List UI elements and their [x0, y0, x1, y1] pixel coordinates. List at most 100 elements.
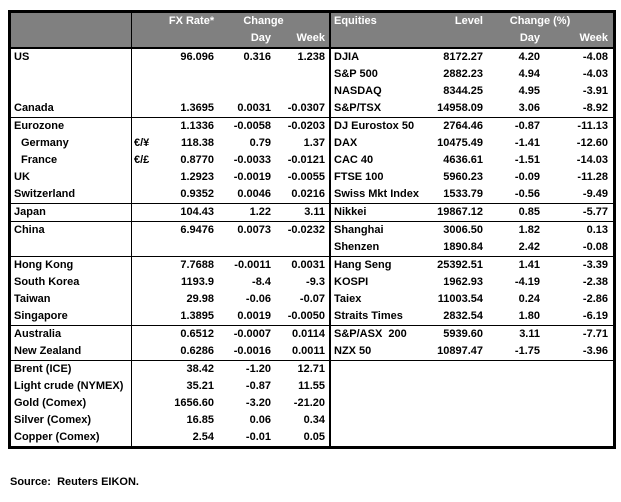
fx-day-change-cell: -0.0016	[233, 345, 271, 357]
market-row: Copper (Comex) 2.54 -0.01 0.05	[11, 429, 613, 446]
fx-rate-cell: 35.21	[186, 380, 214, 392]
equity-index-cell: DJ Eurostox 50	[329, 118, 423, 135]
equity-index-cell: NASDAQ	[329, 83, 423, 100]
equity-level-cell: 5939.60	[443, 328, 483, 340]
equity-index-cell	[329, 378, 423, 395]
table-body: US 96.096 0.316 1.238 DJIA 8172.27 4.20 …	[11, 49, 613, 446]
equity-week-change-cell: -4.08	[582, 51, 608, 63]
fx-country-cell: Taiwan	[14, 293, 51, 305]
market-row: South Korea 1193.9 -8.4 -9.3 KOSPI 1962.…	[11, 274, 613, 291]
fx-week-change-cell: 0.0011	[291, 345, 325, 357]
fx-day-change-cell: 1.22	[249, 206, 271, 218]
equity-index-cell: KOSPI	[329, 274, 423, 291]
fx-week-change-cell: 11.55	[298, 380, 325, 392]
equity-week-change-cell: -3.39	[582, 259, 608, 271]
fx-rate-cell	[167, 66, 216, 83]
equity-index-cell: NZX 50	[329, 343, 423, 360]
fx-day-change-cell: 0.0046	[237, 188, 271, 200]
market-row: UK 1.2923 -0.0019 -0.0055 FTSE 100 5960.…	[11, 169, 613, 186]
equity-index-cell: DAX	[329, 135, 423, 152]
fx-week-change-cell: 0.05	[303, 431, 325, 443]
market-row: Hong Kong 7.7688 -0.0011 0.0031 Hang Sen…	[11, 256, 613, 274]
fx-week-change-cell: 0.0031	[291, 259, 325, 271]
market-row: NASDAQ 8344.25 4.95 -3.91	[11, 83, 613, 100]
equity-week-change-cell: -2.38	[582, 276, 608, 288]
market-row: Light crude (NYMEX) 35.21 -0.87 11.55	[11, 378, 613, 395]
equity-level-cell: 11003.54	[437, 293, 483, 305]
fx-day-change-cell: -0.0058	[233, 120, 271, 132]
fx-pair-cell	[131, 169, 167, 186]
equity-index-cell	[329, 412, 423, 429]
fx-rate-cell: 0.8770	[180, 154, 214, 166]
fx-pair-cell	[131, 100, 167, 117]
equity-day-change-cell: -0.87	[514, 120, 540, 132]
equity-week-change-cell	[542, 412, 613, 429]
fx-country-cell: Australia	[14, 328, 62, 340]
equity-level-cell: 10475.49	[437, 137, 483, 149]
fx-rate-cell: 0.6286	[180, 345, 214, 357]
fx-week-change-cell: -0.07	[299, 293, 325, 305]
fx-rate-cell: 1.1336	[180, 120, 214, 132]
equity-day-change-cell	[485, 395, 542, 412]
fx-day-header: Day	[250, 32, 271, 44]
market-row: Singapore 1.3895 0.0019 -0.0050 Straits …	[11, 308, 613, 325]
fx-rate-cell: 1.2923	[180, 171, 214, 183]
fx-pair-cell	[131, 361, 167, 378]
equity-index-cell: S&P/ASX 200	[329, 326, 423, 343]
equity-week-change-cell: -5.77	[582, 206, 608, 218]
fx-pair-cell	[131, 83, 167, 100]
equity-week-change-cell: -3.91	[582, 85, 608, 97]
equity-level-cell: 1533.79	[443, 188, 483, 200]
equity-day-change-cell: -1.75	[514, 345, 540, 357]
fx-week-change-cell: -21.20	[293, 397, 325, 409]
equities-name-subheader-cell	[329, 30, 423, 47]
equities-change-pct-header: Change (%)	[509, 15, 571, 27]
equity-day-change-cell: -0.56	[514, 188, 540, 200]
level-header: Level	[454, 15, 483, 27]
fx-country-cell: France	[21, 154, 58, 166]
fx-day-change-cell: -0.01	[245, 431, 271, 443]
fx-day-change-cell: -0.0007	[233, 328, 271, 340]
equity-index-cell: Swiss Mkt Index	[329, 186, 423, 203]
equity-day-change-cell	[485, 429, 542, 446]
fx-day-change-cell: 0.06	[249, 414, 271, 426]
fx-pair-subheader-cell	[131, 30, 167, 47]
fx-country-cell: New Zealand	[14, 345, 82, 357]
market-row: France €/£ 0.8770 -0.0033 -0.0121 CAC 40…	[11, 152, 613, 169]
fx-day-change-cell: 0.79	[249, 137, 271, 149]
fx-rate-cell: 38.42	[186, 363, 214, 375]
fx-pair-header-cell	[131, 13, 167, 30]
fx-week-change-cell: 1.37	[303, 137, 325, 149]
market-row: Australia 0.6512 -0.0007 0.0114 S&P/ASX …	[11, 325, 613, 343]
fx-country-cell: Germany	[21, 137, 69, 149]
equity-day-change-cell: 2.42	[518, 241, 540, 253]
equity-week-change-cell: -11.28	[577, 171, 608, 183]
fx-country-cell: Silver (Comex)	[14, 414, 92, 426]
equity-level-cell: 19867.12	[437, 206, 483, 218]
fx-country-cell: Switzerland	[14, 188, 76, 200]
equity-index-cell: Shenzen	[329, 239, 423, 256]
fx-pair-cell	[131, 118, 167, 135]
fx-pair-cell	[131, 66, 167, 83]
equity-index-cell: S&P 500	[329, 66, 423, 83]
market-row: Brent (ICE) 38.42 -1.20 12.71	[11, 360, 613, 378]
market-row: Eurozone 1.1336 -0.0058 -0.0203 DJ Euros…	[11, 117, 613, 135]
equity-level-cell: 25392.51	[437, 259, 483, 271]
header-row-day-week: Day Week Day Week	[11, 30, 613, 47]
fx-country-cell	[11, 239, 131, 256]
equity-week-change-cell	[542, 395, 613, 412]
equity-level-cell: 1890.84	[443, 241, 483, 253]
equity-level-cell: 10897.47	[437, 345, 483, 357]
fx-week-change-cell: -9.3	[306, 276, 325, 288]
equity-day-change-cell: 1.80	[518, 310, 540, 322]
market-row: New Zealand 0.6286 -0.0016 0.0011 NZX 50…	[11, 343, 613, 360]
market-row: Shenzen 1890.84 2.42 -0.08	[11, 239, 613, 256]
market-row: Japan 104.43 1.22 3.11 Nikkei 19867.12 0…	[11, 203, 613, 221]
equity-week-change-cell	[542, 429, 613, 446]
fx-rate-cell: 6.9476	[180, 224, 214, 236]
fx-day-change-cell	[216, 239, 273, 256]
equity-level-cell: 2764.46	[443, 120, 483, 132]
fx-rate-cell: 1656.60	[174, 397, 214, 409]
fx-pair-cell	[131, 378, 167, 395]
